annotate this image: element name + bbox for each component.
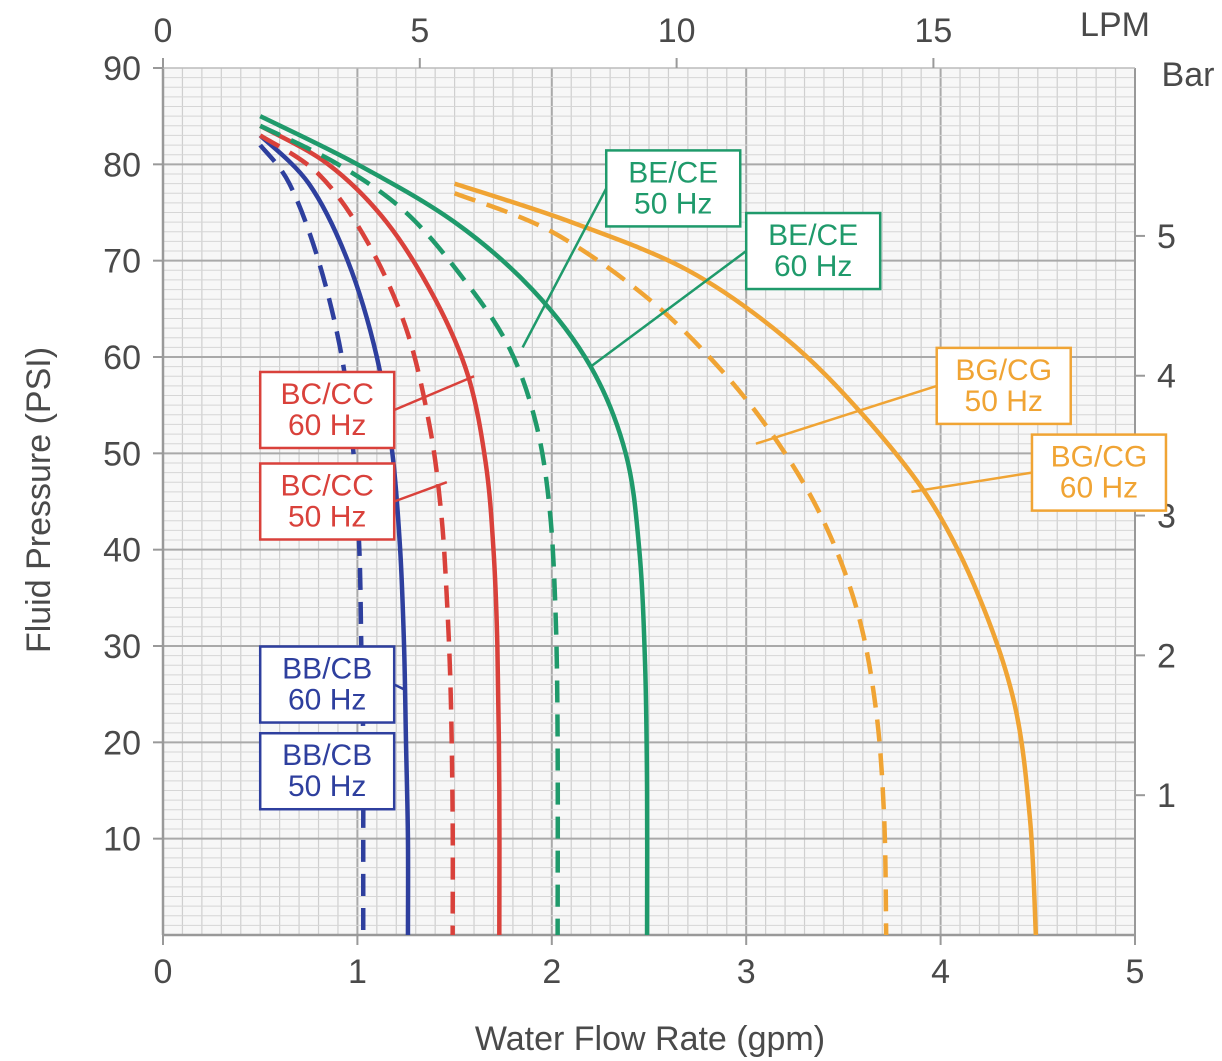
series-label-bc-cc-50-hz: 50 Hz — [288, 501, 366, 534]
series-label-be-ce-60-hz: BE/CE — [768, 219, 858, 252]
y-tick-label: 90 — [103, 50, 141, 88]
series-label-bb-cb-50-hz: 50 Hz — [288, 770, 366, 803]
series-label-bg-cg-50-hz: BG/CG — [955, 354, 1052, 387]
lpm-tick-label: 0 — [154, 12, 173, 50]
x-tick-label: 1 — [348, 953, 367, 991]
label-box-be-ce-60-hz — [744, 211, 882, 291]
lpm-axis-unit: LPM — [1080, 6, 1150, 44]
label-box-bg-cg-60-hz — [1030, 433, 1168, 512]
series-line-be-ce-50-hz — [259, 123, 561, 936]
bar-tick-label: 2 — [1157, 637, 1176, 675]
leader-line-bb-cb-60-hz — [393, 683, 405, 691]
series-line-be-ce-60-hz — [259, 114, 650, 936]
series-label-bg-cg-60-hz: 60 Hz — [1060, 472, 1138, 505]
series-label-bb-cb-50-hz: BB/CB — [282, 739, 372, 772]
leader-line-be-ce-50-hz — [521, 187, 608, 348]
series-label-be-ce-50-hz: BE/CE — [628, 156, 718, 189]
label-box-bb-cb-50-hz — [258, 731, 396, 811]
label-box-bb-cb-60-hz — [258, 645, 396, 724]
series-label-bc-cc-50-hz: BC/CC — [281, 470, 374, 503]
y-tick-label: 70 — [103, 243, 141, 281]
x-tick-label: 4 — [931, 953, 950, 991]
bar-tick-label: 5 — [1157, 218, 1176, 256]
x-tick-label: 3 — [737, 953, 756, 991]
y-tick-label: 30 — [103, 628, 141, 666]
x-tick-label: 2 — [542, 953, 561, 991]
bar-axis-unit: Bar — [1162, 56, 1215, 94]
y-tick-label: 50 — [103, 435, 141, 473]
leader-line-bg-cg-50-hz — [755, 384, 938, 445]
y-tick-label: 40 — [103, 532, 141, 570]
label-box-bg-cg-50-hz — [935, 346, 1072, 426]
y-tick-label: 10 — [103, 821, 141, 859]
label-box-bc-cc-50-hz — [258, 462, 396, 541]
series-label-bg-cg-60-hz: BG/CG — [1051, 441, 1148, 474]
series-label-bb-cb-60-hz: BB/CB — [282, 653, 372, 686]
series-label-bg-cg-50-hz: 50 Hz — [965, 385, 1043, 418]
lpm-tick-label: 10 — [658, 12, 696, 50]
label-box-be-ce-50-hz — [604, 149, 742, 228]
leader-line-bg-cg-60-hz — [911, 471, 1033, 494]
bar-tick-label: 1 — [1157, 777, 1176, 815]
series-label-bc-cc-60-hz: 60 Hz — [288, 409, 366, 442]
series-line-bc-cc-60-hz — [259, 123, 502, 936]
series-label-bb-cb-60-hz: 60 Hz — [288, 684, 366, 717]
leader-line-be-ce-60-hz — [589, 250, 747, 368]
series-label-be-ce-60-hz: 60 Hz — [774, 250, 852, 283]
y-tick-label: 20 — [103, 724, 141, 762]
x-tick-label: 5 — [1126, 953, 1145, 991]
y-tick-label: 80 — [103, 146, 141, 184]
series-line-bg-cg-60-hz — [453, 181, 1039, 936]
series-label-be-ce-50-hz: 50 Hz — [634, 187, 712, 220]
leader-line-bc-cc-60-hz — [393, 375, 475, 412]
leader-line-bc-cc-50-hz — [393, 481, 448, 503]
series-line-bg-cg-50-hz — [453, 191, 889, 936]
x-axis-title: Water Flow Rate (gpm) — [475, 1020, 825, 1058]
y-axis-title: Fluid Pressure (PSI) — [20, 347, 58, 653]
label-box-bc-cc-60-hz — [258, 370, 396, 450]
lpm-tick-label: 5 — [410, 12, 429, 50]
bar-tick-label: 4 — [1157, 358, 1176, 396]
x-tick-label: 0 — [154, 953, 173, 991]
series-label-bc-cc-60-hz: BC/CC — [281, 378, 374, 411]
lpm-tick-label: 15 — [914, 12, 952, 50]
y-tick-label: 60 — [103, 339, 141, 377]
